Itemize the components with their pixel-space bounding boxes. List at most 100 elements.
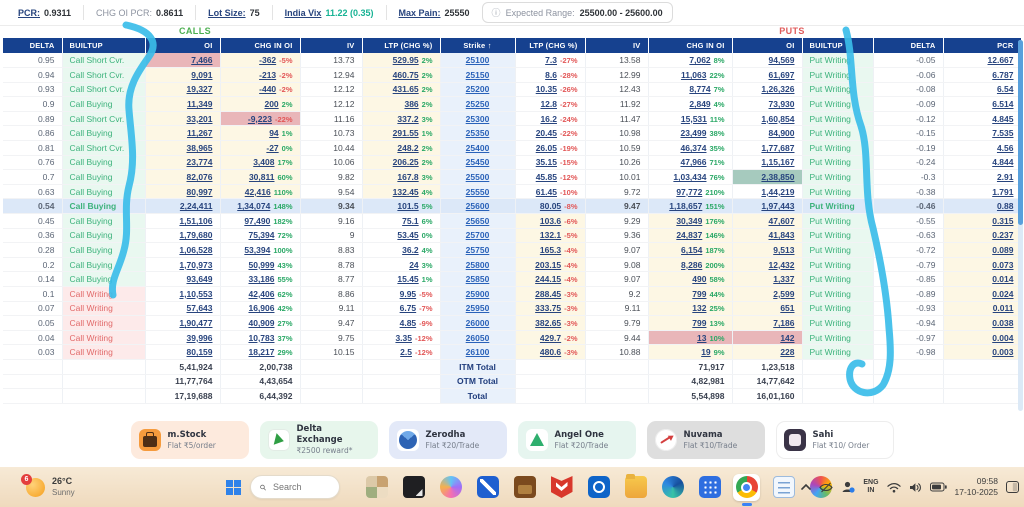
put-chg-value[interactable]: 6,154 (681, 245, 703, 256)
call-oi-value[interactable]: 1,70,973 (179, 259, 213, 270)
put-oi-value[interactable]: 1,97,443 (761, 201, 795, 212)
strike-value[interactable]: 26050 (465, 332, 490, 343)
call-oi-value[interactable]: 33,201 (186, 113, 213, 124)
taskbar-search[interactable] (250, 475, 340, 499)
put-oi-value[interactable]: 651 (780, 303, 795, 314)
call-oi-value[interactable]: 38,965 (186, 142, 213, 153)
call-oi-value[interactable]: 2,24,411 (179, 201, 213, 212)
pcr-value[interactable]: 12.667 (987, 55, 1014, 66)
call-ltp-value[interactable]: 291.55 (392, 128, 419, 139)
call-chg-value[interactable]: 94 (269, 128, 279, 139)
strike-value[interactable]: 25950 (465, 303, 490, 314)
pcr-value[interactable]: 0.024 (992, 288, 1014, 299)
put-chg-value[interactable]: 490 (692, 274, 707, 285)
put-oi-value[interactable]: 94,569 (768, 55, 795, 66)
pcr-value[interactable]: 7.535 (992, 128, 1014, 139)
weather-widget[interactable]: 6 26°C Sunny (21, 467, 75, 507)
put-oi-value[interactable]: 2,38,850 (761, 172, 795, 183)
call-oi-value[interactable]: 9,091 (191, 69, 213, 80)
call-chg-value[interactable]: 75,394 (248, 230, 275, 241)
chrome-taskbar-button[interactable] (733, 473, 760, 501)
notification-center-icon[interactable] (1006, 481, 1019, 493)
put-chg-value[interactable]: 132 (692, 303, 707, 314)
call-oi-value[interactable]: 80,997 (186, 186, 213, 197)
call-ltp-value[interactable]: 53.45 (397, 230, 419, 241)
call-chg-value[interactable]: 53,394 (244, 245, 271, 256)
put-chg-value[interactable]: 799 (692, 317, 707, 328)
strike-value[interactable]: 25300 (465, 113, 490, 124)
put-ltp-value[interactable]: 45.85 (535, 172, 557, 183)
put-ltp-value[interactable]: 10.35 (535, 84, 557, 95)
put-chg-value[interactable]: 2,849 (689, 99, 711, 110)
portfolio-taskbar-button[interactable] (511, 474, 538, 501)
put-chg-value[interactable]: 46,374 (680, 142, 707, 153)
taskbar-clock[interactable]: 09:58 17-10-2025 (955, 476, 998, 498)
call-ltp-value[interactable]: 386 (404, 99, 419, 110)
call-oi-value[interactable]: 1,90,477 (179, 317, 213, 328)
put-ltp-value[interactable]: 132.1 (539, 230, 562, 241)
call-oi-value[interactable]: 11,349 (186, 99, 213, 110)
put-ltp-value[interactable]: 80.05 (539, 201, 562, 212)
broker-card-nuvama[interactable]: Nuvama Flat ₹10/Trade (646, 421, 765, 459)
put-ltp-value[interactable]: 480.6 (539, 347, 562, 358)
pcr-value[interactable]: 0.237 (992, 230, 1014, 241)
broker-card-delta-exchange[interactable]: Delta Exchange ₹2500 reward* (259, 421, 378, 459)
col-calls-iv[interactable]: IV (300, 38, 363, 53)
call-oi-value[interactable]: 19,327 (186, 84, 213, 95)
put-ltp-value[interactable]: 203.15 (535, 259, 562, 270)
hidden-icons-chevron-icon[interactable] (801, 483, 812, 491)
pcr-value[interactable]: 0.038 (992, 317, 1014, 328)
pcr-value[interactable]: 0.073 (992, 259, 1014, 270)
pcr-value[interactable]: 0.011 (992, 303, 1014, 314)
eye-off-icon[interactable] (819, 482, 834, 493)
call-ltp-value[interactable]: 4.85 (399, 317, 417, 328)
put-ltp-value[interactable]: 103.6 (539, 215, 562, 226)
put-chg-value[interactable]: 13 (697, 332, 707, 343)
put-oi-value[interactable]: 41,843 (768, 230, 795, 241)
strike-value[interactable]: 25650 (465, 215, 490, 226)
pcr-value[interactable]: 4.56 (996, 142, 1014, 153)
strike-value[interactable]: 25750 (465, 245, 490, 256)
notepad-taskbar-button[interactable] (770, 474, 797, 501)
copilot-taskbar-button[interactable] (437, 474, 464, 501)
pcr-value[interactable]: 0.089 (992, 245, 1014, 256)
put-ltp-value[interactable]: 26.05 (535, 142, 557, 153)
pcr-value[interactable]: 1.791 (992, 186, 1014, 197)
put-chg-value[interactable]: 11,063 (680, 69, 707, 80)
strike-value[interactable]: 25500 (465, 172, 490, 183)
put-ltp-value[interactable]: 382.65 (535, 317, 562, 328)
put-ltp-value[interactable]: 244.15 (535, 274, 562, 285)
put-oi-value[interactable]: 228 (780, 347, 795, 358)
put-ltp-value[interactable]: 35.15 (535, 157, 557, 168)
col-puts-chg-in-oi[interactable]: CHG IN OI (648, 38, 733, 53)
broker-card-m-stock[interactable]: m.Stock Flat ₹5/order (130, 421, 249, 459)
call-ltp-value[interactable]: 15.45 (397, 274, 419, 285)
strike-value[interactable]: 26000 (465, 317, 490, 328)
strike-value[interactable]: 25250 (465, 99, 490, 110)
call-ltp-value[interactable]: 36.2 (402, 245, 419, 256)
put-ltp-value[interactable]: 12.8 (540, 99, 557, 110)
call-ltp-value[interactable]: 101.5 (397, 201, 419, 212)
call-ltp-value[interactable]: 3.35 (395, 332, 412, 343)
put-ltp-value[interactable]: 7.3 (545, 55, 557, 66)
pcr-value[interactable]: 2.91 (996, 172, 1014, 183)
outlook-taskbar-button[interactable] (585, 474, 612, 501)
broker-card-zerodha[interactable]: Zerodha Flat ₹20/Trade (388, 421, 507, 459)
call-oi-value[interactable]: 7,466 (191, 55, 213, 66)
put-ltp-value[interactable]: 333.75 (535, 303, 562, 314)
put-oi-value[interactable]: 9,513 (773, 245, 795, 256)
call-chg-value[interactable]: -440 (259, 84, 277, 95)
call-oi-value[interactable]: 23,774 (186, 157, 213, 168)
put-oi-value[interactable]: 1,15,167 (761, 157, 795, 168)
put-ltp-value[interactable]: 8.6 (545, 69, 557, 80)
india-vix-link[interactable]: India Vix (284, 7, 322, 18)
col-calls-oi[interactable]: OI (145, 38, 221, 53)
pcr-value[interactable]: 0.315 (992, 215, 1014, 226)
put-oi-value[interactable]: 1,337 (773, 274, 795, 285)
call-chg-value[interactable]: -362 (259, 55, 277, 66)
call-oi-value[interactable]: 82,076 (186, 172, 213, 183)
put-ltp-value[interactable]: 61.45 (535, 186, 557, 197)
put-chg-value[interactable]: 23,499 (680, 128, 707, 139)
call-ltp-value[interactable]: 529.95 (392, 55, 419, 66)
edge-taskbar-button[interactable] (659, 474, 686, 501)
